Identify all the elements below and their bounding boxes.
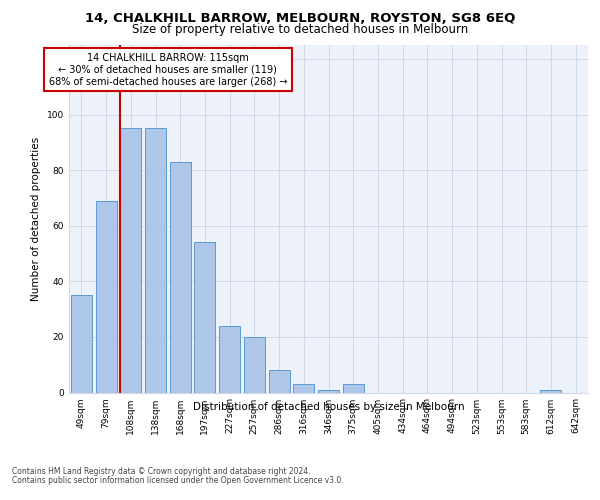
Text: Distribution of detached houses by size in Melbourn: Distribution of detached houses by size … (193, 402, 464, 412)
Text: Size of property relative to detached houses in Melbourn: Size of property relative to detached ho… (132, 22, 468, 36)
Bar (145, 128, 166, 392)
Text: Contains public sector information licensed under the Open Government Licence v3: Contains public sector information licen… (12, 476, 344, 485)
Bar (293, 384, 314, 392)
Bar (95, 200, 116, 392)
Text: 14, CHALKHILL BARROW, MELBOURN, ROYSTON, SG8 6EQ: 14, CHALKHILL BARROW, MELBOURN, ROYSTON,… (85, 12, 515, 24)
Bar (269, 370, 290, 392)
Bar (219, 326, 240, 392)
Bar (120, 128, 141, 392)
Bar (343, 384, 364, 392)
Text: Contains HM Land Registry data © Crown copyright and database right 2024.: Contains HM Land Registry data © Crown c… (12, 468, 311, 476)
Bar (318, 390, 339, 392)
Bar (541, 390, 562, 392)
Text: 14 CHALKHILL BARROW: 115sqm
← 30% of detached houses are smaller (119)
68% of se: 14 CHALKHILL BARROW: 115sqm ← 30% of det… (49, 54, 287, 86)
Bar (71, 295, 92, 392)
Y-axis label: Number of detached properties: Number of detached properties (31, 136, 41, 301)
Bar (170, 162, 191, 392)
Bar (194, 242, 215, 392)
Bar (244, 337, 265, 392)
